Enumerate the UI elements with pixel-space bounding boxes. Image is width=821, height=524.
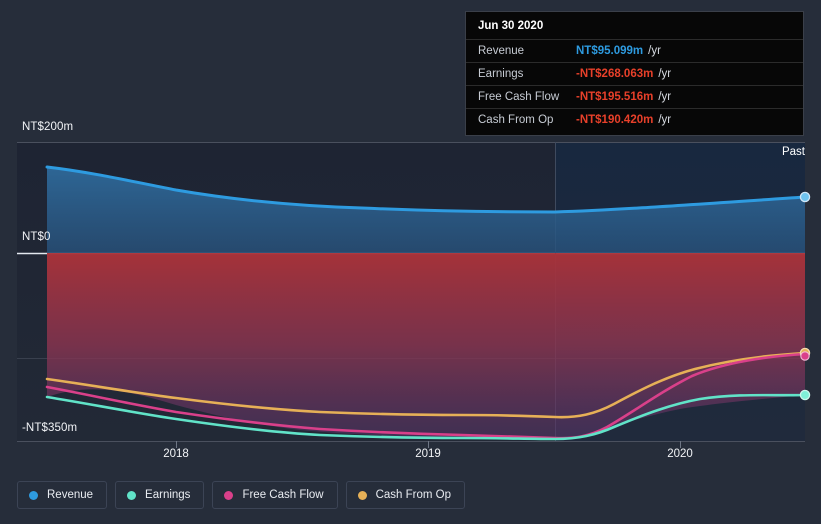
legend-label-revenue: Revenue <box>47 489 94 501</box>
past-period-label: Past <box>781 146 805 158</box>
series-endpoints <box>799 191 811 401</box>
legend-dot-earnings <box>127 490 137 500</box>
revenue-line <box>45 165 805 214</box>
legend-item-revenue[interactable]: Revenue <box>17 481 108 509</box>
tooltip-value-earnings: -NT$268.063m <box>576 68 654 80</box>
legend-label-earnings: Earnings <box>145 489 191 501</box>
free-cash-flow-endpoint <box>800 351 810 361</box>
legend-item-earnings[interactable]: Earnings <box>115 481 205 509</box>
chart-legend: Revenue Earnings Free Cash Flow Cash Fro… <box>17 481 466 509</box>
x-tick-marks <box>176 441 681 448</box>
x-axis-label-2019: 2019 <box>415 448 441 460</box>
tooltip-row-cash-from-op: Cash From Op -NT$190.420m /yr <box>466 108 803 131</box>
legend-item-cash-from-op[interactable]: Cash From Op <box>345 481 466 509</box>
x-axis-label-2020: 2020 <box>667 448 693 460</box>
tooltip-row-revenue: Revenue NT$95.099m /yr <box>466 39 803 62</box>
tooltip-unit-earnings: /yr <box>658 68 672 80</box>
tooltip-date: Jun 30 2020 <box>478 20 544 32</box>
tooltip-label-cash-from-op: Cash From Op <box>478 114 554 126</box>
free-cash-flow-line <box>45 352 805 440</box>
tooltip-value-cash-from-op: -NT$190.420m <box>576 114 654 126</box>
legend-item-free-cash-flow[interactable]: Free Cash Flow <box>212 481 338 509</box>
legend-dot-revenue <box>29 490 38 500</box>
tooltip-row-free-cash-flow: Free Cash Flow -NT$195.516m /yr <box>466 85 803 108</box>
tooltip-unit-cash-from-op: /yr <box>658 114 672 126</box>
tooltip-unit-free-cash-flow: /yr <box>658 91 672 103</box>
revenue-endpoint <box>799 191 811 203</box>
data-tooltip: Jun 30 2020 Revenue NT$95.099m /yr Earni… <box>465 11 804 136</box>
earnings-area <box>47 253 805 439</box>
y-axis-label-zero: NT$0 <box>22 231 51 243</box>
tooltip-label-earnings: Earnings <box>478 68 524 80</box>
legend-dot-cash-from-op <box>357 490 367 500</box>
tooltip-label-revenue: Revenue <box>478 45 525 57</box>
tooltip-value-revenue: NT$95.099m <box>576 45 644 57</box>
x-axis-label-2018: 2018 <box>163 448 189 460</box>
tooltip-label-free-cash-flow: Free Cash Flow <box>478 91 560 103</box>
legend-label-cash-from-op: Cash From Op <box>375 489 452 501</box>
legend-dot-free-cash-flow <box>224 490 234 500</box>
earnings-line <box>45 393 805 441</box>
legend-label-free-cash-flow: Free Cash Flow <box>242 489 324 501</box>
y-axis-label-top: NT$200m <box>22 121 74 133</box>
tooltip-unit-revenue: /yr <box>648 45 661 57</box>
y-axis-label-bottom: -NT$350m <box>22 422 78 434</box>
cash-from-op-line <box>45 351 805 419</box>
revenue-area <box>47 167 805 253</box>
tooltip-value-free-cash-flow: -NT$195.516m <box>576 91 654 103</box>
earnings-endpoint <box>799 389 811 401</box>
tooltip-row-earnings: Earnings -NT$268.063m /yr <box>466 62 803 85</box>
